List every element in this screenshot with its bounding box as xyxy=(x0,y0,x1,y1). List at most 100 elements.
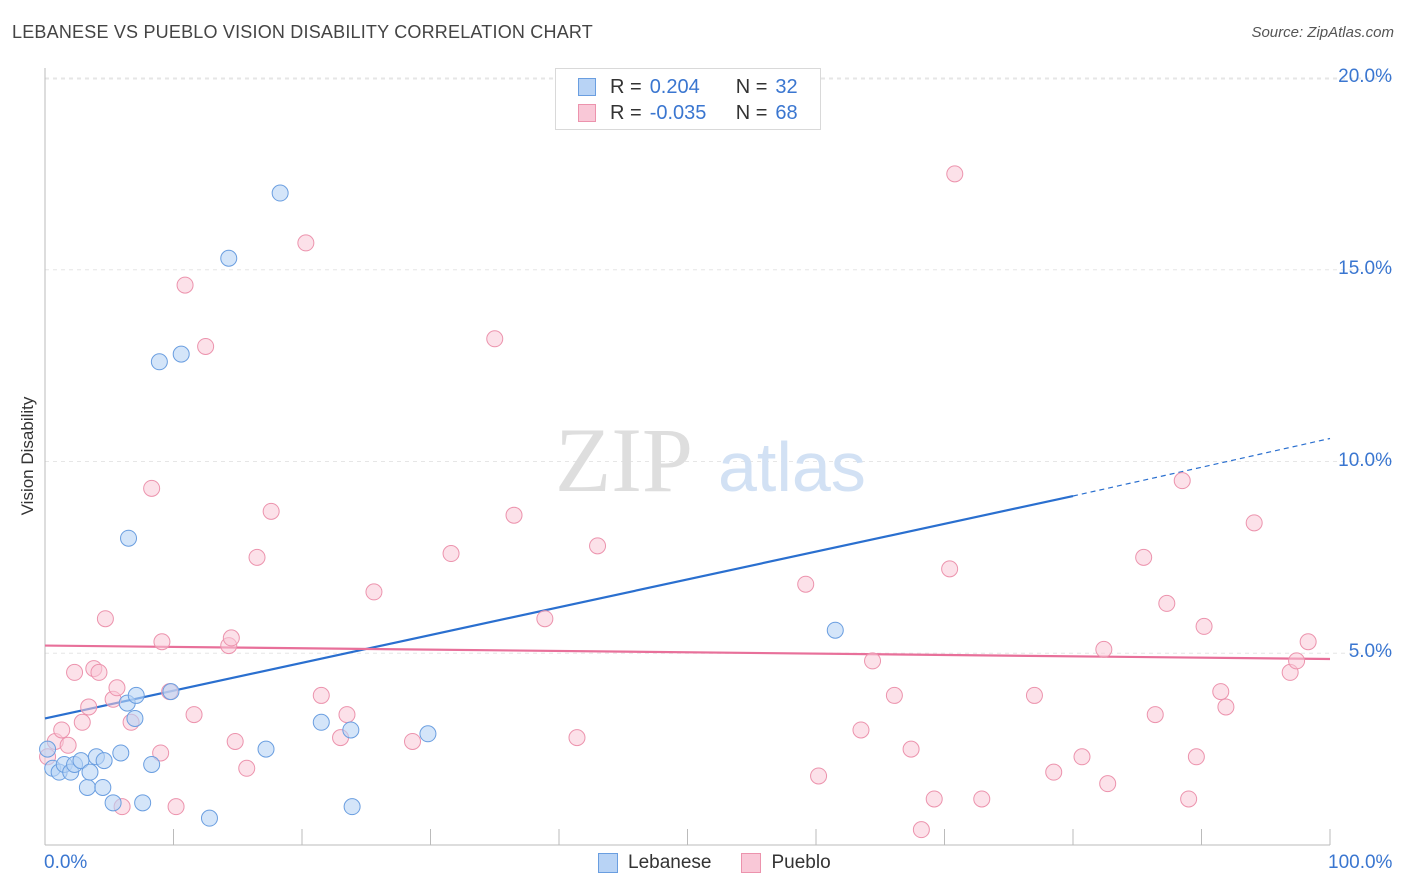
point-pueblo xyxy=(442,545,460,563)
point-lebanese xyxy=(271,184,289,202)
point-pueblo xyxy=(941,560,959,578)
legend-row-pueblo: R = -0.035 N = 68 xyxy=(578,101,798,125)
point-pueblo xyxy=(1095,640,1113,658)
point-pueblo xyxy=(248,548,266,566)
watermark-zip: ZIP xyxy=(555,409,693,511)
point-pueblo xyxy=(1173,472,1191,490)
point-pueblo xyxy=(143,479,161,497)
point-lebanese xyxy=(826,621,844,639)
point-pueblo xyxy=(1187,748,1205,766)
point-pueblo xyxy=(912,821,930,839)
trend-line-lebanese xyxy=(44,494,1074,720)
point-lebanese xyxy=(134,794,152,812)
legend-r-label: R = xyxy=(610,75,642,98)
series-label-lebanese: Lebanese xyxy=(628,852,712,873)
point-pueblo xyxy=(925,790,943,808)
point-lebanese xyxy=(150,353,168,371)
point-pueblo xyxy=(973,790,991,808)
point-lebanese xyxy=(312,713,330,731)
grid-lines xyxy=(45,77,1392,654)
watermark-atlas: atlas xyxy=(718,428,866,506)
legend-r-value: 0.204 xyxy=(649,75,700,98)
legend-row-lebanese: R = 0.204 N = 32 xyxy=(578,75,798,99)
point-pueblo xyxy=(365,583,383,601)
point-pueblo xyxy=(312,686,330,704)
watermark: ZIP atlas xyxy=(555,409,866,511)
point-pueblo xyxy=(297,234,315,252)
point-pueblo xyxy=(404,732,422,750)
point-lebanese xyxy=(120,529,138,547)
legend-r-value: -0.035 xyxy=(649,101,707,124)
point-pueblo xyxy=(486,330,504,348)
trend-line-pueblo xyxy=(44,644,1331,661)
point-pueblo xyxy=(338,706,356,724)
point-pueblo xyxy=(153,633,171,651)
point-pueblo xyxy=(885,686,903,704)
legend-swatch-lebanese xyxy=(578,78,596,96)
point-pueblo xyxy=(1158,594,1176,612)
point-pueblo xyxy=(797,575,815,593)
point-pueblo xyxy=(505,506,523,524)
y-tick-label: 5.0% xyxy=(1348,641,1392,663)
point-pueblo xyxy=(1217,698,1235,716)
point-pueblo xyxy=(1245,514,1263,532)
point-lebanese xyxy=(39,740,57,758)
point-pueblo xyxy=(96,610,114,628)
point-pueblo xyxy=(568,729,586,747)
point-pueblo xyxy=(152,744,170,762)
point-pueblo xyxy=(810,767,828,785)
point-pueblo xyxy=(53,721,71,739)
legend-r-label: R = xyxy=(610,101,642,124)
point-lebanese xyxy=(127,686,145,704)
point-pueblo xyxy=(222,629,240,647)
point-lebanese xyxy=(342,721,360,739)
y-tick-label: 20.0% xyxy=(1338,66,1392,87)
trend-line-lebanese-projection xyxy=(1072,437,1331,497)
point-lebanese xyxy=(343,798,361,816)
point-pueblo xyxy=(238,759,256,777)
point-lebanese xyxy=(220,249,238,267)
point-lebanese xyxy=(81,763,99,781)
point-pueblo xyxy=(1212,683,1230,701)
point-lebanese xyxy=(95,752,113,770)
point-pueblo xyxy=(167,798,185,816)
point-pueblo xyxy=(108,679,126,697)
point-pueblo xyxy=(1025,686,1043,704)
y-axis-label: Vision Disability xyxy=(18,396,37,516)
point-pueblo xyxy=(902,740,920,758)
x-tick-label-min: 0.0% xyxy=(44,852,88,873)
point-pueblo xyxy=(176,276,194,294)
point-pueblo xyxy=(589,537,607,555)
legend-n-label: N = xyxy=(735,75,768,98)
legend-n-label: N = xyxy=(735,101,768,124)
point-pueblo xyxy=(262,502,280,520)
point-pueblo xyxy=(59,736,77,754)
point-lebanese xyxy=(143,755,161,773)
legend-n-value: 68 xyxy=(775,101,798,124)
series-legend-lebanese[interactable]: Lebanese xyxy=(598,852,711,874)
point-lebanese xyxy=(162,683,180,701)
trend-lines xyxy=(44,437,1331,720)
point-lebanese xyxy=(104,794,122,812)
point-pueblo xyxy=(1099,775,1117,793)
point-pueblo xyxy=(226,732,244,750)
point-pueblo xyxy=(90,663,108,681)
series-label-pueblo: Pueblo xyxy=(771,852,831,873)
point-lebanese xyxy=(172,345,190,363)
source-label: Source: ZipAtlas.com xyxy=(1251,24,1394,41)
point-pueblo xyxy=(946,165,964,183)
point-pueblo xyxy=(80,698,98,716)
point-lebanese xyxy=(112,744,130,762)
point-pueblo xyxy=(1073,748,1091,766)
series-legend-pueblo[interactable]: Pueblo xyxy=(741,852,831,874)
point-pueblo xyxy=(1195,617,1213,635)
point-pueblo xyxy=(1045,763,1063,781)
point-pueblo xyxy=(185,706,203,724)
y-tick-label: 10.0% xyxy=(1338,449,1392,471)
point-pueblo xyxy=(1135,548,1153,566)
point-pueblo xyxy=(852,721,870,739)
point-pueblo xyxy=(197,337,215,355)
point-pueblo xyxy=(1299,633,1317,651)
series-swatch-pueblo xyxy=(741,853,762,873)
